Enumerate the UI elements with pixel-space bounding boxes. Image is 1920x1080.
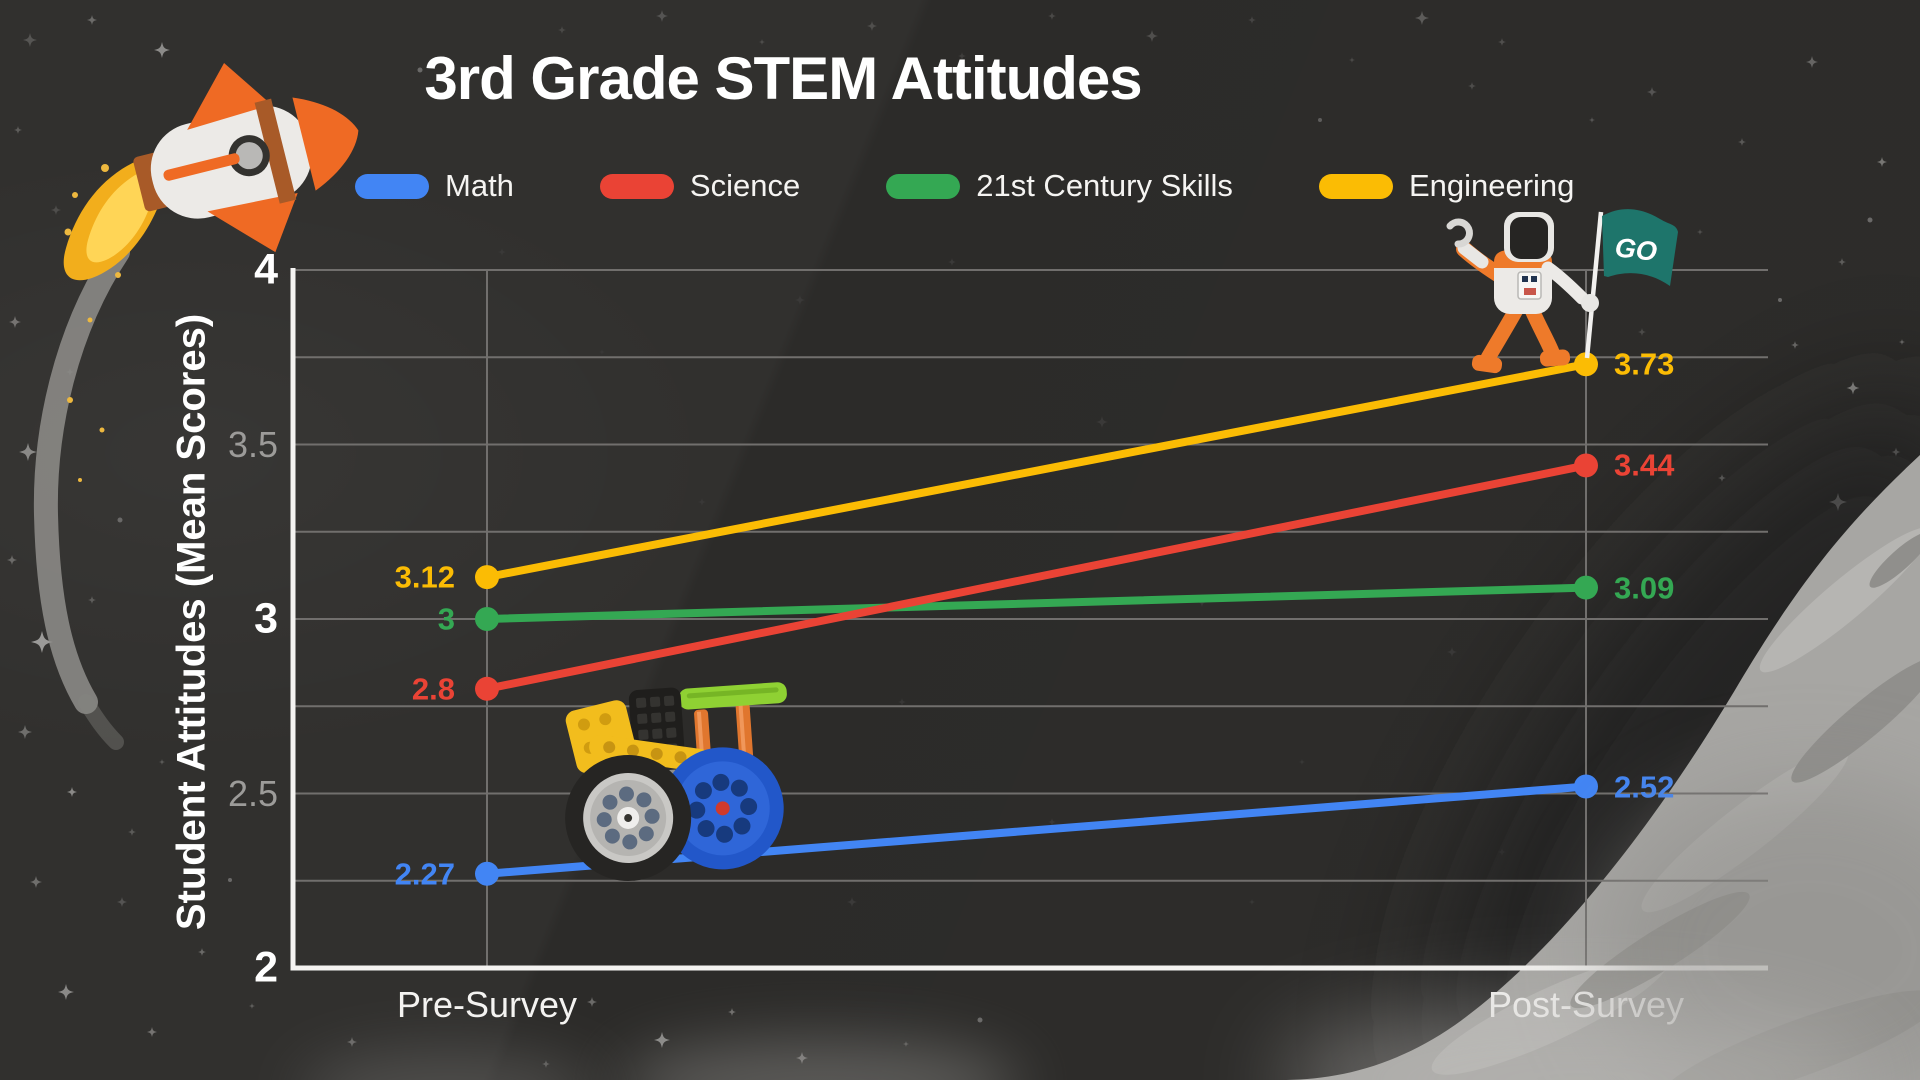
legend-item-21st-century-skills: 21st Century Skills: [886, 168, 1233, 204]
data-point-21st-century-skills: [1574, 575, 1598, 600]
legend-swatch-engineering: [1318, 173, 1393, 199]
series-line-21st-century-skills: [483, 583, 1590, 623]
series-line-science: [483, 461, 1590, 693]
value-label-pre-21st-century-skills: 3: [437, 601, 455, 637]
robot-front-wheel: [565, 754, 692, 881]
starfield-stars: [7, 10, 1905, 1068]
chart-title: 3rd Grade STEM Attitudes: [424, 45, 1142, 112]
data-point-science: [1574, 453, 1598, 478]
legend-label: Engineering: [1408, 168, 1575, 203]
x-category-label: Pre-Survey: [396, 984, 578, 1025]
legend-swatch-21st-century-skills: [886, 173, 961, 199]
flag-label: GO: [1613, 232, 1658, 267]
value-label-post-engineering: 3.73: [1614, 346, 1675, 382]
value-label-post-science: 3.44: [1614, 447, 1675, 483]
rocket-body: [133, 62, 359, 253]
legend: Math Science 21st Century Skills Engineerin…: [355, 168, 1574, 204]
robot-rover-illustration: [565, 682, 787, 881]
legend-label: Science: [689, 168, 801, 203]
y-tick-label: 4: [254, 245, 278, 294]
y-tick-label: 2: [254, 943, 278, 992]
legend-label: 21st Century Skills: [976, 168, 1233, 203]
data-point-engineering: [475, 565, 499, 590]
astronaut-figure: [1446, 212, 1599, 374]
y-tick-label: 3: [254, 594, 278, 643]
legend-item-math: Math: [355, 168, 514, 204]
data-point-math: [475, 861, 499, 886]
y-tick-label: 2.5: [227, 772, 278, 814]
data-point-21st-century-skills: [475, 607, 499, 631]
legend-swatch-science: [599, 173, 674, 199]
value-label-pre-science: 2.8: [411, 671, 455, 707]
data-point-math: [1574, 774, 1598, 799]
legend-item-engineering: Engineering: [1318, 168, 1575, 204]
value-label-pre-math: 2.27: [394, 856, 455, 892]
wrench-icon: [1446, 218, 1473, 248]
robot-rear-wheel: [661, 747, 784, 870]
value-label-post-21st-century-skills: 3.09: [1614, 570, 1675, 606]
value-label-pre-engineering: 3.12: [394, 559, 455, 595]
value-label-post-math: 2.52: [1614, 769, 1675, 805]
series-line-engineering: [483, 360, 1590, 582]
legend-swatch-math: [355, 173, 429, 199]
legend-item-science: Science: [599, 168, 801, 204]
rocket-illustration: [63, 62, 359, 281]
rocket-smoke-trail: [33, 164, 130, 750]
data-point-engineering: [1574, 352, 1598, 377]
flag: GO: [1602, 209, 1678, 286]
y-tick-label: 3.5: [227, 423, 278, 465]
corner-fog: [1280, 780, 1920, 1080]
data-point-science: [475, 676, 499, 701]
flag-pole: [1584, 211, 1604, 359]
astronaut-illustration: GO: [1446, 209, 1678, 374]
legend-label: Math: [445, 168, 514, 203]
